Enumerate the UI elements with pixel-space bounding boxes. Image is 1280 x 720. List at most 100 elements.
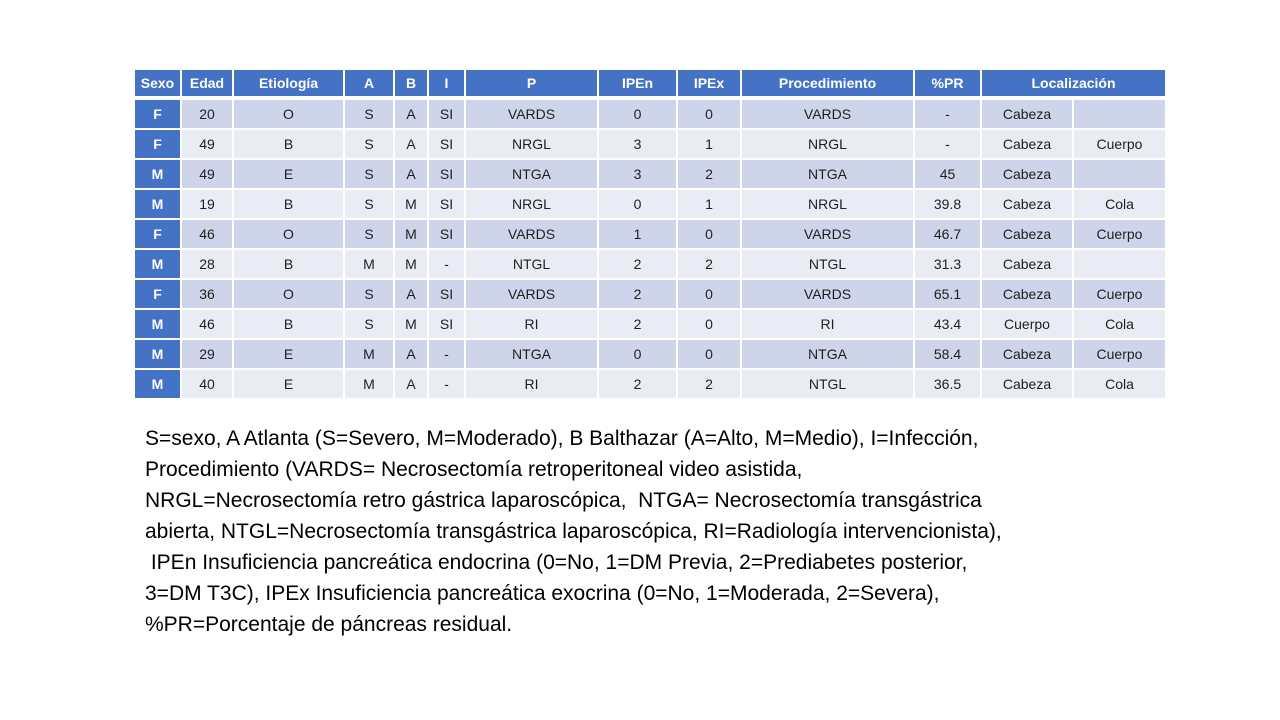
cell-localizacion-1: Cabeza: [982, 250, 1072, 278]
table-row: F 20 O S A SI VARDS 0 0 VARDS - Cabeza: [135, 100, 1165, 128]
cell-a: S: [345, 190, 393, 218]
cell-ipex: 1: [678, 190, 740, 218]
column-header-ipex: IPEx: [678, 70, 740, 98]
cell-procedimiento: NTGL: [742, 250, 913, 278]
cell-p: VARDS: [466, 100, 597, 128]
table-body: F 20 O S A SI VARDS 0 0 VARDS - Cabeza F 49 B S A SI NRGL 3…: [135, 100, 1165, 398]
cell-ipen: 2: [599, 280, 676, 308]
cell-ipen: 0: [599, 340, 676, 368]
column-header-procedimiento: Procedimiento: [742, 70, 913, 98]
cell-etiologia: B: [234, 190, 343, 218]
column-header-i: I: [429, 70, 464, 98]
cell-ipex: 2: [678, 250, 740, 278]
cell-ipen: 0: [599, 190, 676, 218]
table-row: F 36 O S A SI VARDS 2 0 VARDS 65.1 Cabeza Cuerpo: [135, 280, 1165, 308]
cell-p: RI: [466, 370, 597, 398]
table-header: Sexo Edad Etiología A B I P IPEn IPEx Procedimien…: [135, 70, 1165, 98]
cell-procedimiento: NTGL: [742, 370, 913, 398]
table-row: M 46 B S M SI RI 2 0 RI 43.4 Cuerpo Cola: [135, 310, 1165, 338]
cell-i: -: [429, 340, 464, 368]
cell-b: M: [395, 310, 427, 338]
cell-p: VARDS: [466, 280, 597, 308]
cell-i: SI: [429, 100, 464, 128]
cell-etiologia: E: [234, 160, 343, 188]
cell-edad: 49: [182, 130, 232, 158]
cell-i: SI: [429, 220, 464, 248]
cell-ipex: 1: [678, 130, 740, 158]
cell-ipen: 2: [599, 310, 676, 338]
cell-localizacion-1: Cabeza: [982, 220, 1072, 248]
cell-p: VARDS: [466, 220, 597, 248]
cell-b: A: [395, 370, 427, 398]
cell-i: SI: [429, 310, 464, 338]
cell-ipen: 3: [599, 130, 676, 158]
cell-edad: 29: [182, 340, 232, 368]
column-header-p: P: [466, 70, 597, 98]
cell-localizacion-2: Cola: [1074, 190, 1165, 218]
cell-localizacion-1: Cabeza: [982, 190, 1072, 218]
cell-sexo: M: [135, 160, 180, 188]
cell-b: A: [395, 130, 427, 158]
footnote-line: 3=DM T3C), IPEx Insuficiencia pancreátic…: [145, 582, 940, 605]
column-header-etiologia: Etiología: [234, 70, 343, 98]
cell-procedimiento: NTGA: [742, 160, 913, 188]
cell-sexo: F: [135, 220, 180, 248]
cell-pr: 46.7: [915, 220, 980, 248]
patients-table: Sexo Edad Etiología A B I P IPEn IPEx Procedimien…: [133, 68, 1167, 400]
cell-b: A: [395, 340, 427, 368]
cell-procedimiento: NRGL: [742, 190, 913, 218]
cell-ipex: 0: [678, 340, 740, 368]
cell-ipen: 3: [599, 160, 676, 188]
cell-a: M: [345, 340, 393, 368]
cell-localizacion-2: [1074, 100, 1165, 128]
cell-a: M: [345, 250, 393, 278]
cell-sexo: F: [135, 100, 180, 128]
cell-etiologia: E: [234, 370, 343, 398]
cell-edad: 40: [182, 370, 232, 398]
cell-localizacion-2: Cola: [1074, 370, 1165, 398]
cell-p: RI: [466, 310, 597, 338]
cell-pr: 31.3: [915, 250, 980, 278]
column-header-a: A: [345, 70, 393, 98]
cell-edad: 20: [182, 100, 232, 128]
cell-ipex: 0: [678, 100, 740, 128]
cell-ipex: 2: [678, 370, 740, 398]
cell-pr: 39.8: [915, 190, 980, 218]
cell-i: SI: [429, 190, 464, 218]
cell-localizacion-2: Cuerpo: [1074, 220, 1165, 248]
cell-b: A: [395, 280, 427, 308]
cell-sexo: M: [135, 190, 180, 218]
cell-etiologia: O: [234, 280, 343, 308]
cell-edad: 46: [182, 310, 232, 338]
cell-p: NRGL: [466, 130, 597, 158]
table-row: M 28 B M M - NTGL 2 2 NTGL 31.3 Cabeza: [135, 250, 1165, 278]
cell-localizacion-2: Cola: [1074, 310, 1165, 338]
footnote-line: Procedimiento (VARDS= Necrosectomía retr…: [145, 458, 803, 481]
cell-etiologia: O: [234, 220, 343, 248]
cell-sexo: M: [135, 310, 180, 338]
table-row: F 49 B S A SI NRGL 3 1 NRGL - Cabeza Cuerpo: [135, 130, 1165, 158]
cell-localizacion-1: Cabeza: [982, 160, 1072, 188]
cell-i: SI: [429, 280, 464, 308]
cell-pr: 45: [915, 160, 980, 188]
cell-a: S: [345, 160, 393, 188]
cell-etiologia: B: [234, 310, 343, 338]
column-header-sexo: Sexo: [135, 70, 180, 98]
cell-sexo: M: [135, 250, 180, 278]
column-header-b: B: [395, 70, 427, 98]
cell-ipen: 2: [599, 250, 676, 278]
footnote: S=sexo, A Atlanta (S=Severo, M=Moderado)…: [145, 423, 1155, 640]
cell-pr: -: [915, 100, 980, 128]
cell-b: M: [395, 250, 427, 278]
cell-localizacion-1: Cabeza: [982, 370, 1072, 398]
cell-localizacion-1: Cuerpo: [982, 310, 1072, 338]
cell-edad: 36: [182, 280, 232, 308]
cell-p: NTGL: [466, 250, 597, 278]
cell-localizacion-2: [1074, 250, 1165, 278]
column-header-ipen: IPEn: [599, 70, 676, 98]
table-row: F 46 O S M SI VARDS 1 0 VARDS 46.7 Cabeza Cuerpo: [135, 220, 1165, 248]
footnote-line: IPEn Insuficiencia pancreática endocrina…: [145, 551, 968, 574]
cell-etiologia: B: [234, 130, 343, 158]
cell-procedimiento: VARDS: [742, 220, 913, 248]
cell-a: S: [345, 280, 393, 308]
